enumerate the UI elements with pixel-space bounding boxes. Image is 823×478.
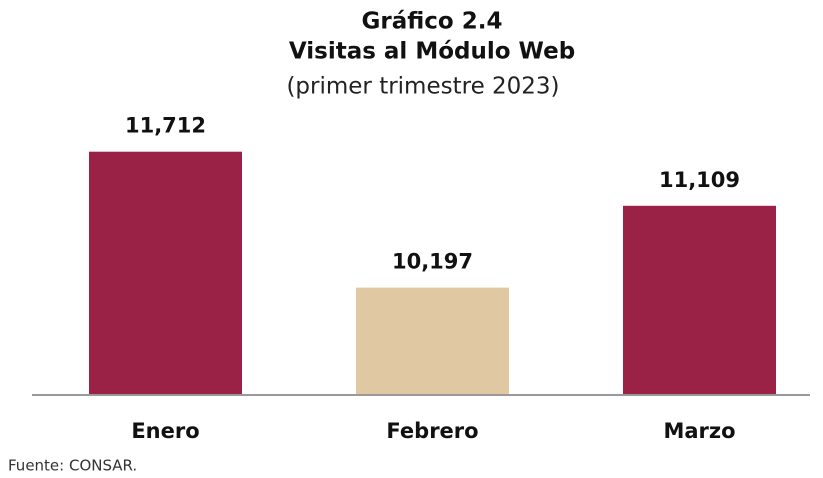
chart-title: Gráfico 2.4 xyxy=(362,9,503,35)
data-label: 11,109 xyxy=(659,168,740,192)
data-label: 11,712 xyxy=(125,114,206,138)
x-tick-label: Febrero xyxy=(386,419,478,443)
source: Fuente: CONSAR. xyxy=(8,457,137,475)
chart-subtitle: (primer trimestre 2023) xyxy=(286,74,559,100)
bar xyxy=(356,287,509,395)
chart-title: Visitas al Módulo Web xyxy=(289,39,575,65)
x-tick-label: Enero xyxy=(131,419,199,443)
x-tick-label: Marzo xyxy=(663,419,735,443)
data-label: 10,197 xyxy=(392,250,473,274)
bar xyxy=(89,151,242,395)
bar xyxy=(623,205,776,395)
